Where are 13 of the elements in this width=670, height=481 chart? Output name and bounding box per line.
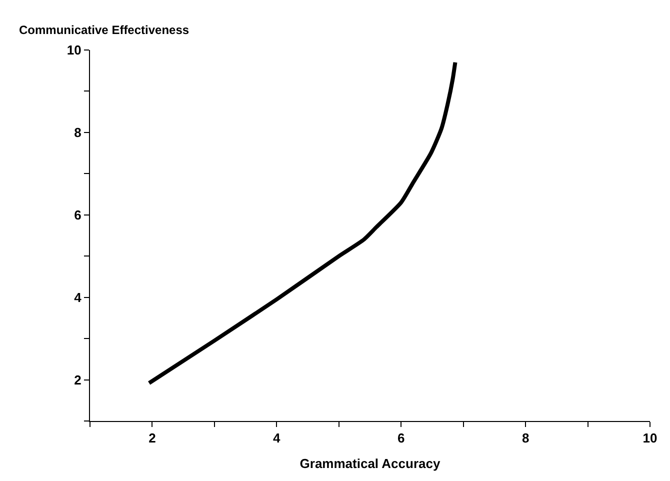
y-tick-label: 8 xyxy=(74,124,82,140)
y-tick-label: 2 xyxy=(74,372,82,388)
y-tick-label: 6 xyxy=(74,207,82,222)
x-tick-label: 4 xyxy=(273,430,282,446)
y-tick-label: 4 xyxy=(74,290,82,305)
x-tick-label: 8 xyxy=(522,430,530,446)
y-tick-label: 10 xyxy=(66,42,82,58)
x-tick-label: 2 xyxy=(148,430,156,446)
x-axis-title: Grammatical Accuracy xyxy=(300,456,441,472)
x-tick-label: 10 xyxy=(642,430,658,446)
line-series xyxy=(147,60,458,386)
x-tick-label: 6 xyxy=(397,430,405,446)
y-axis-title: Communicative Effectiveness xyxy=(19,23,190,37)
